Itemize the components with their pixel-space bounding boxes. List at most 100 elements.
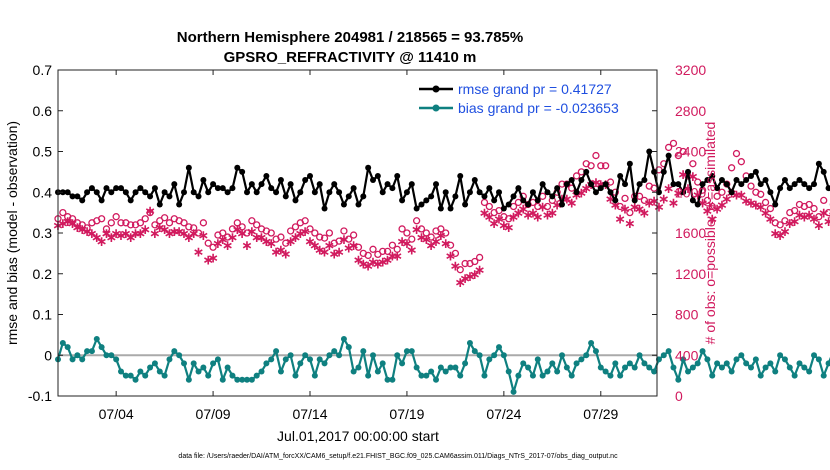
obs-possible-point [732,149,741,158]
bias-point [161,372,168,379]
obs-possible-point [345,235,353,243]
rmse-point [394,172,401,179]
obs-assimilated-point: ∗ [566,195,578,211]
bias-point [607,372,614,379]
bias-point [258,368,265,375]
rmse-point [205,189,212,196]
rmse-point [592,189,599,196]
rmse-point [796,177,803,184]
rmse-point [428,193,435,200]
bias-point [447,364,454,371]
rmse-point [384,181,391,188]
rmse-point [200,177,207,184]
obs-assimilated-point: ∗ [595,177,607,193]
obs-assimilated-point: ∗ [464,269,476,285]
bias-point [718,364,725,371]
rmse-point [224,189,231,196]
rmse-point [433,181,440,188]
bias-point [665,348,672,355]
obs-assimilated-point: ∗ [513,206,525,222]
y-right-tick-label: 800 [675,307,699,323]
obs-assimilated-point: ∗ [440,236,452,252]
bias-point [273,348,280,355]
legend-bias-label: bias grand pr = -0.023653 [458,100,619,116]
obs-possible-point [199,219,208,227]
obs-possible-point [485,202,493,211]
rmse-point [442,189,449,196]
rmse-point [389,185,396,192]
rmse-point [825,185,830,192]
rmse-point [98,197,105,204]
bias-point [253,372,260,379]
bias-point [442,368,449,375]
obs-assimilated-point: ∗ [532,210,544,226]
obs-assimilated-point: ∗ [459,271,471,287]
bias-point [752,356,759,363]
rmse-point [752,168,759,175]
rmse-point [573,189,580,196]
obs-assimilated-point: ∗ [672,185,684,201]
rmse-point [190,189,197,196]
obs-assimilated-point: ∗ [420,232,432,248]
bias-point [156,368,163,375]
bias-point [326,352,333,359]
obs-assimilated-point: ∗ [517,202,529,218]
obs-possible-point [587,162,595,170]
obs-assimilated-point: ∗ [774,228,786,244]
obs-possible-point [713,192,721,200]
obs-possible-point [204,239,212,247]
bias-point [355,364,362,371]
bias-point [486,356,493,363]
bias-point [84,348,91,355]
y-right-tick-label: 1600 [675,225,706,241]
data-file-footnote: data file: /Users/raeder/DAI/ATM_forcXX/… [178,453,618,460]
bias-point [641,360,648,367]
obs-assimilated-point: ∗ [546,206,558,222]
rmse-point [418,201,425,208]
obs-assimilated-point: ∗ [324,238,336,254]
bias-point [714,360,721,367]
obs-possible-point [451,249,460,258]
obs-assimilated-point: ∗ [639,206,651,222]
obs-assimilated-point: ∗ [784,216,796,232]
obs-possible-point [461,259,469,268]
bias-point [214,356,221,363]
bias-point [336,352,343,359]
obs-possible-point [388,241,397,249]
obs-possible-point [316,233,324,241]
obs-possible-point [68,215,77,223]
obs-assimilated-point: ∗ [498,218,510,234]
bias-point [602,368,609,375]
rmse-point [723,181,730,188]
rmse-point [195,193,202,200]
obs-assimilated-point: ∗ [828,208,830,224]
obs-assimilated-point: ∗ [353,252,365,268]
obs-assimilated-point: ∗ [794,208,806,224]
obs-assimilated-point: ∗ [57,216,69,232]
bias-point [675,376,682,383]
rmse-point [665,152,672,159]
obs-possible-point [282,239,290,247]
obs-assimilated-point: ∗ [159,222,171,238]
rmse-point [738,181,745,188]
obs-possible-point [408,235,416,243]
rmse-point [210,181,217,188]
obs-assimilated-point: ∗ [687,169,699,185]
bias-point [631,364,638,371]
rmse-point [399,197,406,204]
bias-point [219,376,226,383]
bias-point [680,356,687,363]
obs-possible-point [601,162,610,170]
obs-possible-point [427,233,435,241]
obs-assimilated-point: ∗ [362,259,374,275]
obs-assimilated-point: ∗ [542,208,554,224]
obs-possible-point [379,247,387,255]
rmse-point [622,181,629,188]
obs-possible-point [117,219,125,227]
rmse-point [597,185,604,192]
obs-assimilated-point: ∗ [479,206,491,222]
bias-point [743,360,750,367]
bias-point [612,360,619,367]
obs-assimilated-point: ∗ [571,187,583,203]
rmse-point [156,201,163,208]
